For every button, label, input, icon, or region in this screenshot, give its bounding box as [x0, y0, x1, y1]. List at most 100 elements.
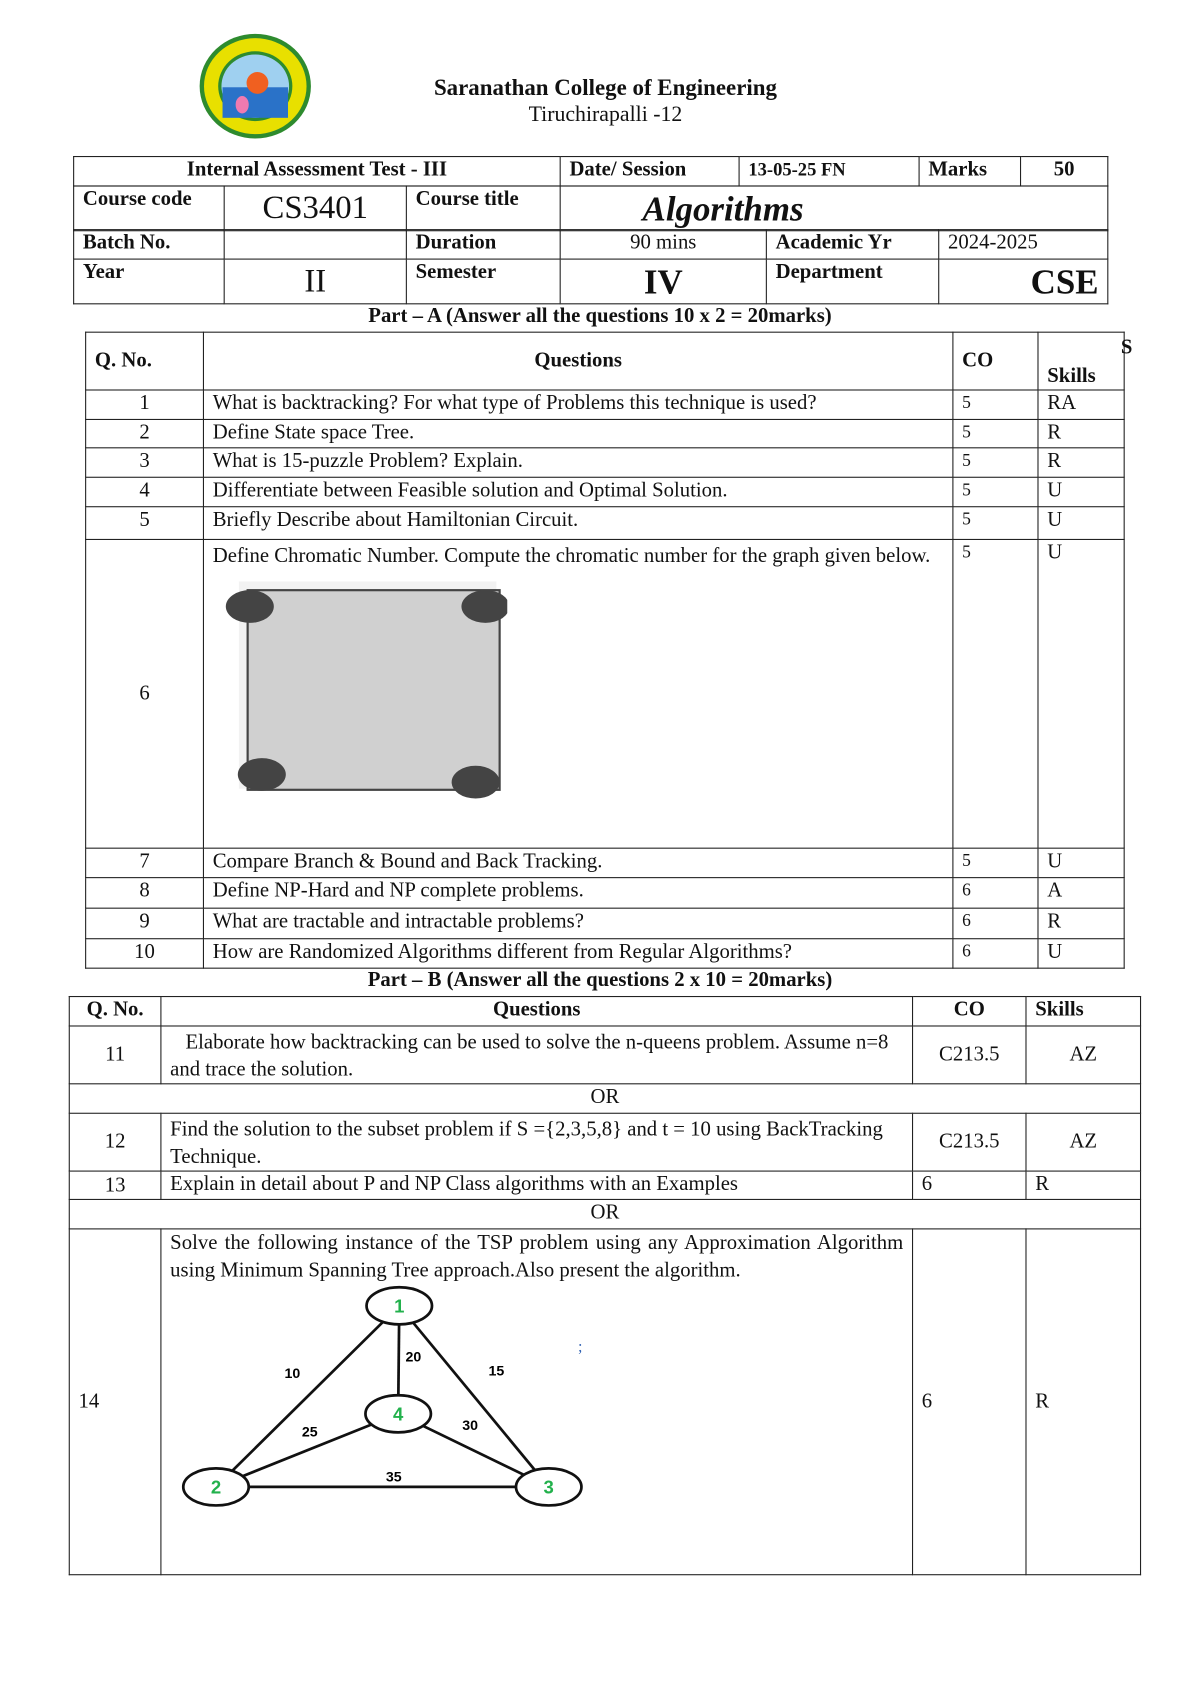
- question-number: 7: [85, 847, 204, 879]
- co-value: 6: [952, 907, 1039, 940]
- question-text: Define Chromatic Number. Compute the chr…: [202, 538, 954, 849]
- table-row: 1 4 Solve the following instance of the TS…: [68, 1228, 1142, 1576]
- duration-label: Duration: [405, 229, 561, 260]
- question-text-content: Define State space Tree.: [212, 421, 415, 444]
- edge-weight: 20: [406, 1349, 422, 1365]
- graph-vertex: [451, 765, 500, 799]
- question-text: Solve the following instance of the TSP …: [160, 1228, 914, 1576]
- college-logo: [199, 33, 311, 139]
- qno-header: Q. No.: [85, 331, 204, 391]
- course-code: CS3401: [223, 185, 407, 232]
- table-row: 1 What is backtracking? For what type of …: [85, 389, 1125, 420]
- skills-header: Skills: [1025, 995, 1142, 1027]
- question-text: Compare Branch & Bound and Back Tracking…: [202, 847, 954, 879]
- graph-edge: [398, 1304, 550, 1488]
- question-number: 5: [85, 506, 204, 540]
- or-divider: OR: [68, 1083, 1142, 1114]
- edge-weight: 30: [462, 1418, 478, 1434]
- question-number: 1: [85, 389, 204, 420]
- graph-vertex: [237, 758, 286, 791]
- co-value: 5: [952, 418, 1039, 449]
- table-row: 5 Briefly Describe about Hamiltonian Circ…: [85, 506, 1125, 540]
- batch-label: Batch No.: [73, 229, 225, 260]
- question-number: 4: [85, 476, 204, 508]
- academic-year-value: 2024-2025: [938, 229, 1109, 260]
- info-row-2: Course code CS3401 Course title Algorith…: [73, 185, 1109, 232]
- skill-value: U: [1037, 476, 1125, 508]
- question-text: Explain in detail about P and NP Class a…: [160, 1170, 914, 1200]
- graph-vertex: [225, 590, 274, 623]
- question-number: 12: [68, 1112, 162, 1172]
- table-row: 13 Explain in detail about P and NP Class…: [68, 1170, 1142, 1200]
- college-name: Saranathan College of Engineering: [433, 74, 777, 101]
- question-text-content: Find the solution to the subset problem …: [170, 1118, 883, 1169]
- skill-value: R: [1037, 907, 1125, 940]
- course-title: Algorithms: [559, 185, 1109, 232]
- co-value: 5: [952, 506, 1039, 540]
- skills-header-s: S: [1120, 335, 1133, 359]
- question-text: Find the solution to the subset problem …: [160, 1112, 914, 1172]
- department-value: CSE: [938, 258, 1109, 305]
- marks-label: Marks: [918, 155, 1022, 187]
- question-text-content: Define Chromatic Number. Compute the chr…: [212, 544, 931, 568]
- graph-node: [364, 1393, 433, 1434]
- table-row: 6 Define Chromatic Number. Compute the ch…: [85, 538, 1125, 849]
- batch-value: [223, 229, 407, 260]
- part-b-title: Part – B (Answer all the questions 2 x 1…: [367, 968, 833, 992]
- college-location: Tiruchirapalli -12: [528, 102, 683, 127]
- skill-value: U: [1037, 938, 1125, 969]
- question-number: 8: [85, 877, 204, 909]
- edge-weight: 25: [302, 1425, 318, 1441]
- duration-value: 90 mins: [559, 229, 767, 260]
- table-row: 7 Compare Branch & Bound and Back Trackin…: [85, 847, 1125, 879]
- co-value: 5: [952, 389, 1039, 420]
- edge-weight: 15: [488, 1364, 504, 1380]
- node-label: 4: [393, 1403, 404, 1424]
- year-value: II: [223, 258, 407, 305]
- part-b-table: Q. No. Questions CO Skills 11 Elaborate h…: [68, 995, 1142, 1576]
- question-text-content: Differentiate between Feasible solution …: [212, 478, 728, 502]
- question-text-content: Solve the following instance of the TSP …: [170, 1231, 904, 1282]
- co-value: 6: [952, 938, 1039, 969]
- question-text: Define State space Tree.: [202, 418, 954, 449]
- question-text-content: What are tractable and intractable probl…: [212, 909, 584, 933]
- or-divider: OR: [68, 1198, 1142, 1230]
- skill-value: AZ: [1025, 1112, 1142, 1172]
- table-row: 8 Define NP-Hard and NP complete problems…: [85, 877, 1125, 909]
- question-text-content: How are Randomized Algorithms different …: [212, 940, 793, 964]
- question-text-content: Briefly Describe about Hamiltonian Circu…: [212, 508, 579, 532]
- graph-vertex: [461, 590, 508, 623]
- date-value: 13-05-25 FN: [738, 155, 920, 187]
- edge-weight: 10: [284, 1366, 300, 1382]
- question-number: 11: [68, 1025, 162, 1085]
- graph-node: [181, 1466, 251, 1507]
- tsp-graph-figure: 10 20 15 25 30 35 1 2 3 4;: [181, 1285, 583, 1507]
- question-text: How are Randomized Algorithms different …: [202, 938, 954, 969]
- question-number: 2: [85, 418, 204, 449]
- skill-value: AZ: [1025, 1025, 1142, 1085]
- question-number: 10: [85, 938, 204, 969]
- node-label: 1: [394, 1295, 404, 1316]
- department-label: Department: [765, 258, 940, 305]
- questions-header: Questions: [202, 331, 954, 391]
- question-number: 9: [85, 907, 204, 940]
- skill-value: R: [1037, 447, 1125, 478]
- question-text: Define NP-Hard and NP complete problems.: [202, 877, 954, 909]
- question-number: 13: [68, 1170, 162, 1200]
- question-text-content: Elaborate how backtracking can be used t…: [170, 1030, 889, 1082]
- date-label: Date/ Session: [559, 155, 740, 187]
- semester-value: IV: [559, 258, 767, 305]
- table-row: 9 What are tractable and intractable prob…: [85, 907, 1125, 940]
- co-value: 5: [952, 447, 1039, 478]
- square-graph-figure: [225, 581, 508, 799]
- skill-value: R: [1025, 1170, 1142, 1200]
- question-number: 3: [85, 447, 204, 478]
- questions-header: Questions: [160, 995, 914, 1027]
- skill-value: A: [1037, 877, 1125, 909]
- co-value: 5: [952, 538, 1039, 849]
- skill-value: U: [1037, 506, 1125, 540]
- marks-value: 50: [1019, 155, 1109, 187]
- test-name: Internal Assessment Test - III: [73, 155, 561, 187]
- graph-node: [365, 1285, 434, 1326]
- co-value: 5: [952, 476, 1039, 508]
